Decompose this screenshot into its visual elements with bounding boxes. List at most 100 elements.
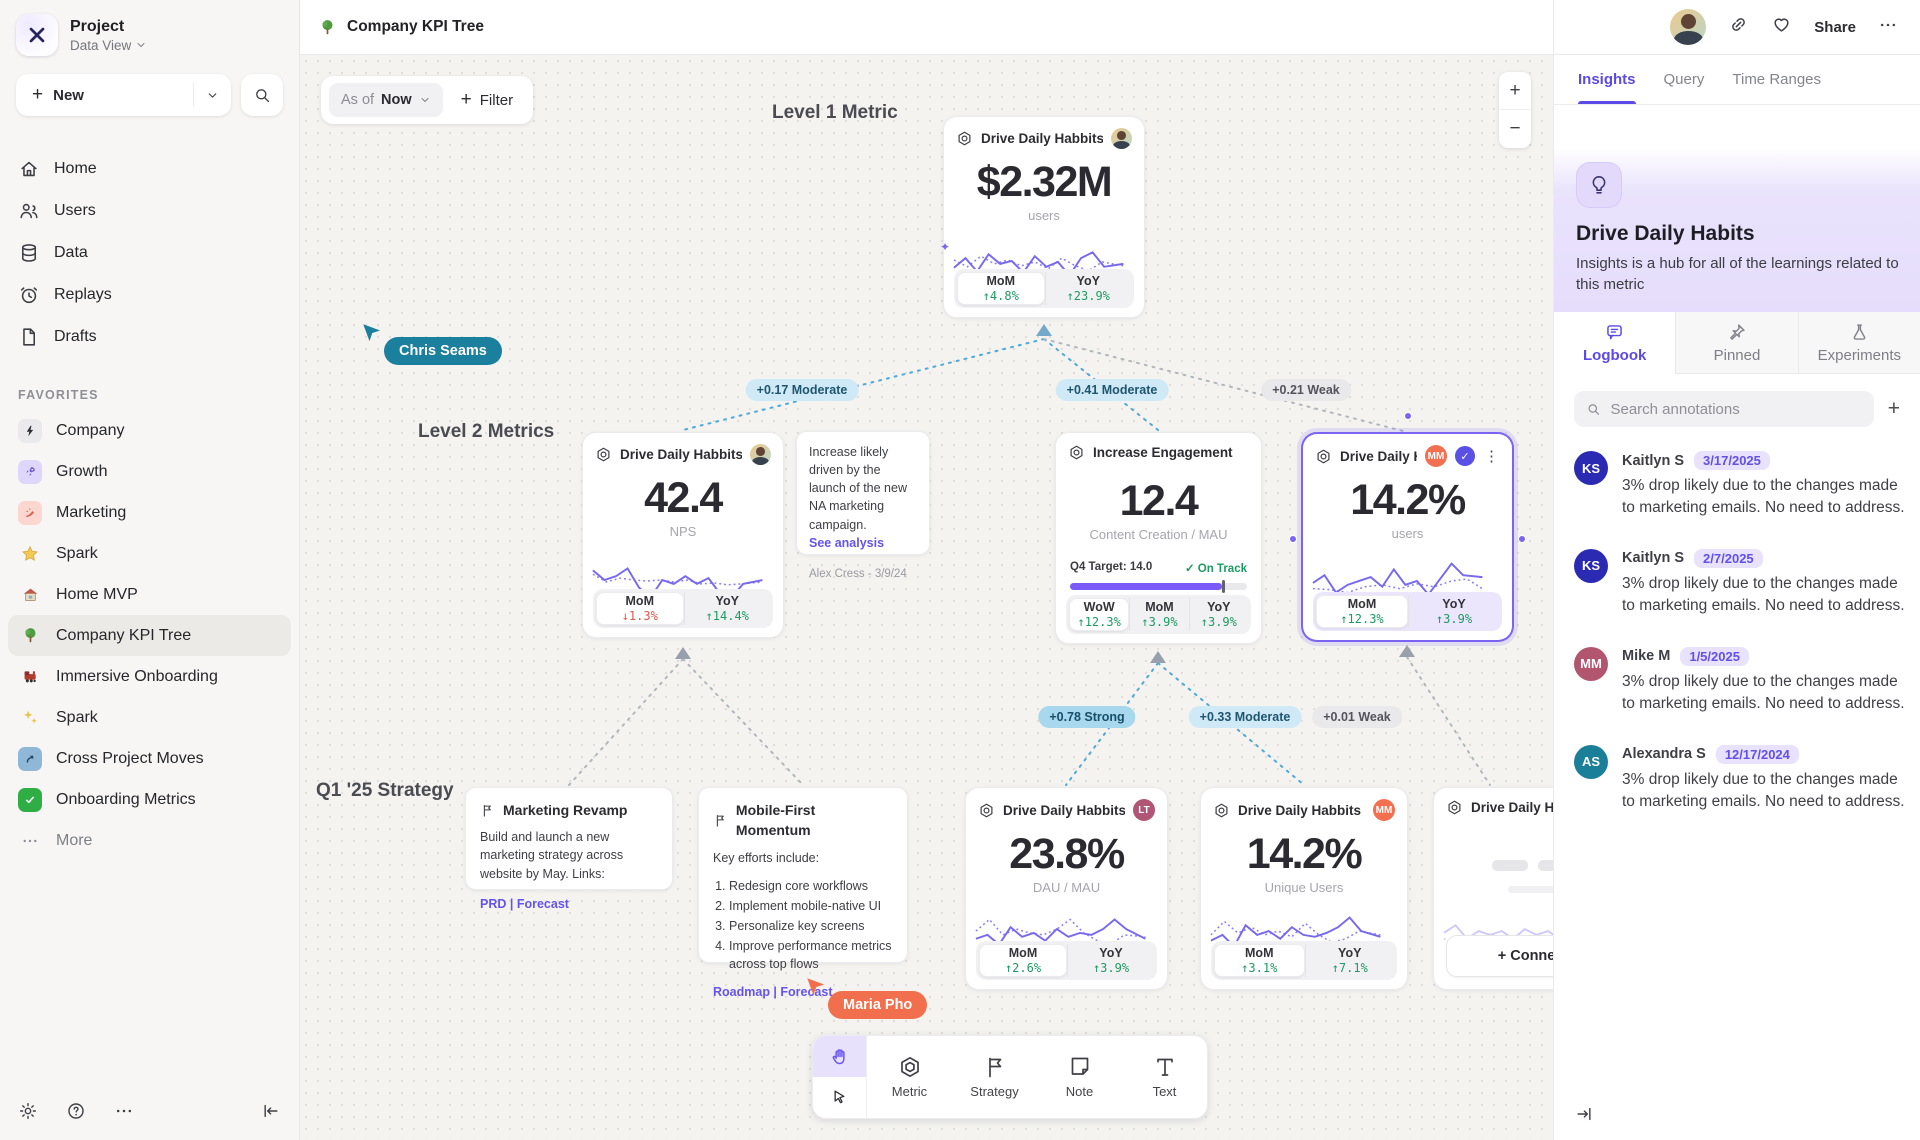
search-button[interactable]: [241, 74, 283, 116]
settings-gear-icon[interactable]: [18, 1101, 38, 1126]
stat-mom[interactable]: MoM ↑4.8%: [957, 272, 1045, 305]
share-button[interactable]: Share: [1814, 18, 1856, 36]
selection-handle[interactable]: [1289, 535, 1297, 543]
tree-icon: [322, 19, 333, 34]
sidebar-item-company-kpi-tree[interactable]: Company KPI Tree: [8, 615, 291, 656]
annotation-item[interactable]: MM Mike M 1/5/2025 3% drop likely due to…: [1574, 646, 1905, 716]
text-tool[interactable]: Text: [1122, 1036, 1207, 1118]
users-icon: [20, 203, 38, 219]
add-annotation-button[interactable]: +: [1887, 397, 1900, 420]
metric-card-selected[interactable]: Drive Daily Habb.. MM ✓ ⋮ 14.2% users Mo…: [1303, 434, 1512, 640]
strategy-note-mobile[interactable]: Mobile-First Momentum Key efforts includ…: [698, 787, 908, 999]
sidebar-item-onboarding-metrics[interactable]: Onboarding Metrics: [8, 779, 291, 820]
tab-query[interactable]: Query: [1663, 71, 1705, 88]
asof-selector[interactable]: As of Now: [329, 83, 443, 117]
metric-card-engagement[interactable]: Increase Engagement 12.4 Content Creatio…: [1055, 432, 1262, 644]
metric-card-nps[interactable]: Drive Daily Habbits 42.4 NPS MoM ↓1.3% Y…: [582, 432, 784, 638]
subtab-pinned[interactable]: Pinned: [1675, 312, 1798, 374]
stat-yoy[interactable]: YoY ↑14.4%: [683, 592, 771, 625]
user-avatar[interactable]: [1670, 9, 1707, 45]
metric-card-unique-users[interactable]: Drive Daily Habbits MM 14.2% Unique User…: [1200, 787, 1408, 990]
annotation-search[interactable]: [1574, 391, 1874, 427]
sidebar-item-growth[interactable]: Growth: [8, 451, 291, 492]
sidebar-item-more[interactable]: More: [8, 820, 291, 861]
sidebar-item-home-mvp[interactable]: Home MVP: [8, 574, 291, 615]
stat-yoy[interactable]: YoY ↑23.9%: [1044, 272, 1132, 305]
panel-more-icon[interactable]: [1878, 15, 1898, 40]
tab-time-ranges[interactable]: Time Ranges: [1732, 71, 1822, 88]
selection-handle[interactable]: [1404, 412, 1412, 420]
card-menu-icon[interactable]: ⋮: [1484, 448, 1499, 465]
zoom-out-button[interactable]: −: [1509, 118, 1521, 139]
sidebar-item-company[interactable]: Company: [8, 410, 291, 451]
sidebar-item-replays[interactable]: Replays: [8, 274, 291, 316]
stat-mom[interactable]: MoM ↑3.9%: [1129, 598, 1188, 631]
chevron-down-icon: [421, 97, 429, 103]
subtab-logbook[interactable]: Logbook: [1554, 312, 1676, 374]
sidebar-item-data[interactable]: Data: [8, 232, 291, 274]
sidebar-item-cross-project-moves[interactable]: Cross Project Moves: [8, 738, 291, 779]
annotation-avatar: AS: [1574, 744, 1608, 779]
logbook-comment-icon: [1607, 325, 1622, 340]
stat-mom[interactable]: MoM ↓1.3%: [596, 592, 684, 625]
sidebar-item-spark[interactable]: Spark: [8, 533, 291, 574]
project-view-selector[interactable]: Data View: [70, 38, 147, 53]
note-links[interactable]: PRD | Forecast: [480, 896, 569, 911]
flag-icon: [988, 1057, 1001, 1078]
selection-handle[interactable]: [1518, 535, 1526, 543]
stat-yoy[interactable]: YoY ↑3.9%: [1188, 598, 1248, 631]
note-links[interactable]: Roadmap | Forecast: [713, 985, 833, 1000]
see-analysis-link[interactable]: See analysis: [809, 535, 885, 550]
kpi-tree-canvas[interactable]: As of Now + Filter + − Level 1 Metric Le…: [300, 55, 1553, 1140]
sidebar-item-home[interactable]: Home: [8, 148, 291, 190]
collapse-sidebar-icon[interactable]: [261, 1101, 281, 1126]
annotation-item[interactable]: AS Alexandra S 12/17/2024 3% drop likely…: [1574, 744, 1905, 814]
connect-button[interactable]: + Connect: [1446, 935, 1553, 977]
annotation-text: 3% drop likely due to the changes made t…: [1622, 672, 1905, 713]
sidebar-item-marketing[interactable]: Marketing: [8, 492, 291, 533]
zoom-in-button[interactable]: +: [1499, 72, 1531, 110]
strategy-tool[interactable]: Strategy: [952, 1036, 1037, 1118]
stat-yoy[interactable]: YoY ↑7.1%: [1304, 944, 1395, 977]
stat-wow[interactable]: WoW ↑12.3%: [1069, 598, 1130, 631]
favorite-heart-icon[interactable]: [1771, 14, 1792, 40]
new-button[interactable]: + New: [16, 74, 231, 116]
new-dropdown-button[interactable]: [193, 83, 231, 107]
project-switcher[interactable]: Project Data View: [0, 0, 299, 66]
sidebar-item-drafts[interactable]: Drafts: [8, 316, 291, 358]
hand-tool[interactable]: [813, 1036, 866, 1077]
note-tool[interactable]: Note: [1037, 1036, 1122, 1118]
sidebar-item-immersive-onboarding[interactable]: Immersive Onboarding: [8, 656, 291, 697]
stat-mom[interactable]: MoM ↑3.1%: [1214, 944, 1305, 977]
sidebar-item-label: Users: [54, 202, 96, 219]
copy-link-icon[interactable]: [1728, 14, 1749, 40]
strategy-note-marketing[interactable]: Marketing Revamp Build and launch a new …: [465, 787, 673, 911]
annotation-note[interactable]: Increase likely driven by the launch of …: [796, 431, 930, 580]
stat-yoy[interactable]: YoY ↑3.9%: [1408, 595, 1499, 628]
select-tool[interactable]: [813, 1077, 866, 1118]
subtab-experiments[interactable]: Experiments: [1797, 312, 1920, 374]
sidebar-more-icon[interactable]: [114, 1101, 134, 1126]
tab-insights[interactable]: Insights: [1578, 55, 1636, 104]
annotation-item[interactable]: KS Kaitlyn S 2/7/2025 3% drop likely due…: [1574, 548, 1905, 618]
metric-card-l1[interactable]: Drive Daily Habbits $2.32M users MoM ↑4.…: [943, 116, 1145, 318]
stat-yoy[interactable]: YoY ↑3.9%: [1067, 944, 1154, 977]
search-annotations-input[interactable]: [1610, 400, 1862, 418]
sidebar-item-users[interactable]: Users: [8, 190, 291, 232]
sidebar-item-spark-2[interactable]: Spark: [8, 697, 291, 738]
arrow-up-icon: [18, 746, 42, 771]
metric-card-dau[interactable]: Drive Daily Habbits LT 23.8% DAU / MAU M…: [965, 787, 1168, 990]
annotation-text: 3% drop likely due to the changes made t…: [1622, 574, 1905, 615]
stat-mom[interactable]: MoM ↑12.3%: [1316, 595, 1408, 628]
project-name: Project: [70, 17, 125, 35]
stat-mom[interactable]: MoM ↑2.6%: [979, 944, 1067, 977]
annotation-avatar: MM: [1574, 646, 1608, 681]
collapse-panel-icon[interactable]: [1574, 1104, 1594, 1129]
filter-button[interactable]: + Filter: [449, 89, 525, 111]
insights-panel: Share Insights Query Time Ranges Drive D…: [1553, 0, 1920, 1140]
metric-tool[interactable]: Metric: [867, 1036, 952, 1118]
metric-card-unconnected[interactable]: Drive Daily Habbits + Connect: [1433, 787, 1553, 990]
favorite-label: Home MVP: [56, 585, 138, 603]
help-icon[interactable]: [66, 1101, 86, 1126]
annotation-item[interactable]: KS Kaitlyn S 3/17/2025 3% drop likely du…: [1574, 451, 1905, 520]
